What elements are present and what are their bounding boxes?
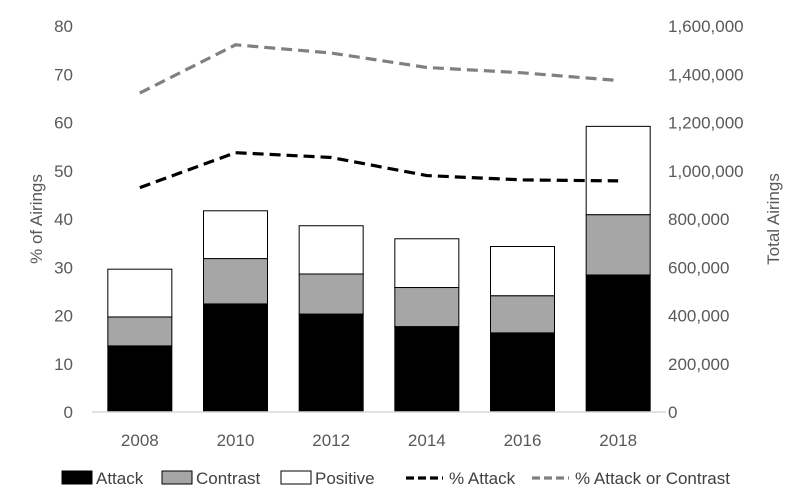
left-tick-label: 20 [54,307,73,326]
left-tick-label: 30 [54,258,73,277]
bar-segment-positive-2016 [490,246,555,297]
bar-segment-attack-2018 [585,274,651,413]
legend-label: Positive [315,469,375,488]
series-line-attack-or-contrast [139,43,619,95]
legend-swatch [161,470,193,485]
x-tick-label: 2012 [312,431,350,450]
x-tick-label: 2008 [121,431,159,450]
bar-segment-contrast-2008 [107,316,173,347]
left-tick-label: 80 [54,17,73,36]
left-tick-label: 0 [64,403,73,422]
right-tick-label: 1,000,000 [668,162,744,181]
right-tick-label: 400,000 [668,307,729,326]
series-line-attack [139,151,619,190]
bar-layer [107,125,651,413]
right-axis-title: Total Airings [764,173,783,265]
left-axis-ticks: 0 10 20 30 40 50 60 70 80 [54,17,73,422]
x-axis-ticks: 2008 2010 2012 2014 2016 2018 [121,431,637,450]
bar-segment-positive-2014 [394,238,460,289]
left-tick-label: 70 [54,65,73,84]
bar-segment-positive-2008 [107,268,173,318]
right-tick-label: 1,200,000 [668,114,744,133]
right-tick-label: 1,600,000 [668,17,744,36]
bar-segment-contrast-2018 [585,214,651,276]
bar-segment-positive-2010 [203,210,268,260]
bar-segment-positive-2018 [585,125,651,216]
left-axis-title: % of Airings [27,174,46,264]
left-tick-label: 50 [54,162,73,181]
legend-swatch [280,470,312,485]
left-tick-label: 60 [54,114,73,133]
right-tick-label: 1,400,000 [668,65,744,84]
right-tick-label: 800,000 [668,210,729,229]
line-layer [139,43,619,190]
right-tick-label: 600,000 [668,258,729,277]
bar-segment-attack-2010 [203,303,268,413]
bar-segment-attack-2008 [107,345,173,413]
right-tick-label: 200,000 [668,355,729,374]
legend-label: % Attack [449,469,516,488]
left-tick-label: 10 [54,355,73,374]
x-tick-label: 2018 [599,431,637,450]
bar-segment-positive-2012 [298,225,364,275]
bar-segment-contrast-2014 [394,287,460,328]
bar-segment-contrast-2010 [203,258,268,305]
x-tick-label: 2016 [504,431,542,450]
bar-segment-contrast-2016 [490,295,555,334]
legend-swatch [61,470,93,485]
bar-segment-attack-2012 [298,313,364,413]
legend-label: % Attack or Contrast [575,469,730,488]
bar-segment-attack-2016 [490,332,555,413]
bar-segment-attack-2014 [394,326,460,413]
x-tick-label: 2014 [408,431,446,450]
legend-label: Attack [96,469,144,488]
right-tick-label: 0 [668,403,677,422]
legend: Attack Contrast Positive % Attack % Attack o… [61,469,730,488]
left-tick-label: 40 [54,210,73,229]
right-axis-ticks: 0 200,000 400,000 600,000 800,000 1,000,000 1,… [668,17,744,422]
bar-segment-contrast-2012 [298,273,364,315]
x-tick-label: 2010 [217,431,255,450]
legend-label: Contrast [196,469,261,488]
